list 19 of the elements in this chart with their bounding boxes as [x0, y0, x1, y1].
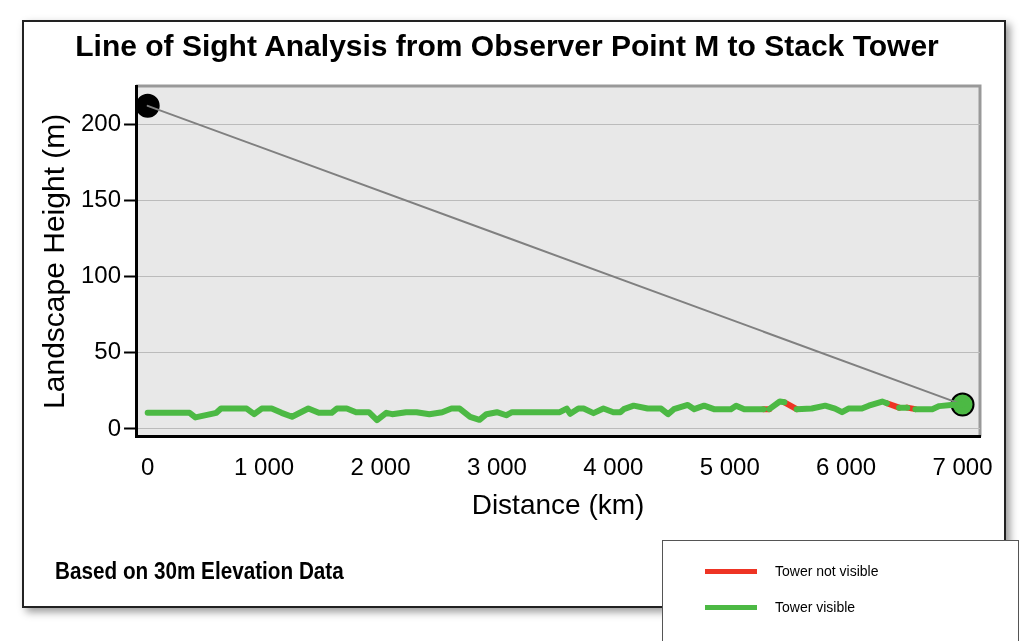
chart-title: Line of Sight Analysis from Observer Point M to Stack Tower — [75, 29, 940, 63]
y-tick-label: 0 — [107, 413, 122, 441]
y-tick-label: 200 — [81, 108, 122, 136]
x-tick-label: 4 000 — [583, 452, 644, 480]
y-axis-title: Landscape Height (m) — [37, 113, 71, 409]
y-tick-label: 150 — [81, 184, 122, 212]
x-tick-label: 3 000 — [466, 452, 527, 480]
x-tick-label: 5 000 — [699, 452, 760, 480]
legend-label: Tower not visible — [775, 563, 879, 579]
x-tick-label: 2 000 — [350, 452, 411, 480]
legend-label: Tower visible — [775, 599, 856, 615]
x-axis-title: Distance (km) — [471, 488, 645, 520]
x-tick-label: 0 — [141, 452, 155, 480]
y-tick-label: 100 — [81, 261, 122, 289]
x-tick-label: 7 000 — [932, 452, 993, 480]
text: Based on 30m Elevation Data — [55, 558, 344, 585]
x-tick-label: 1 000 — [234, 452, 295, 480]
y-tick-label: 50 — [94, 337, 122, 365]
x-tick-label: 6 000 — [816, 452, 877, 480]
